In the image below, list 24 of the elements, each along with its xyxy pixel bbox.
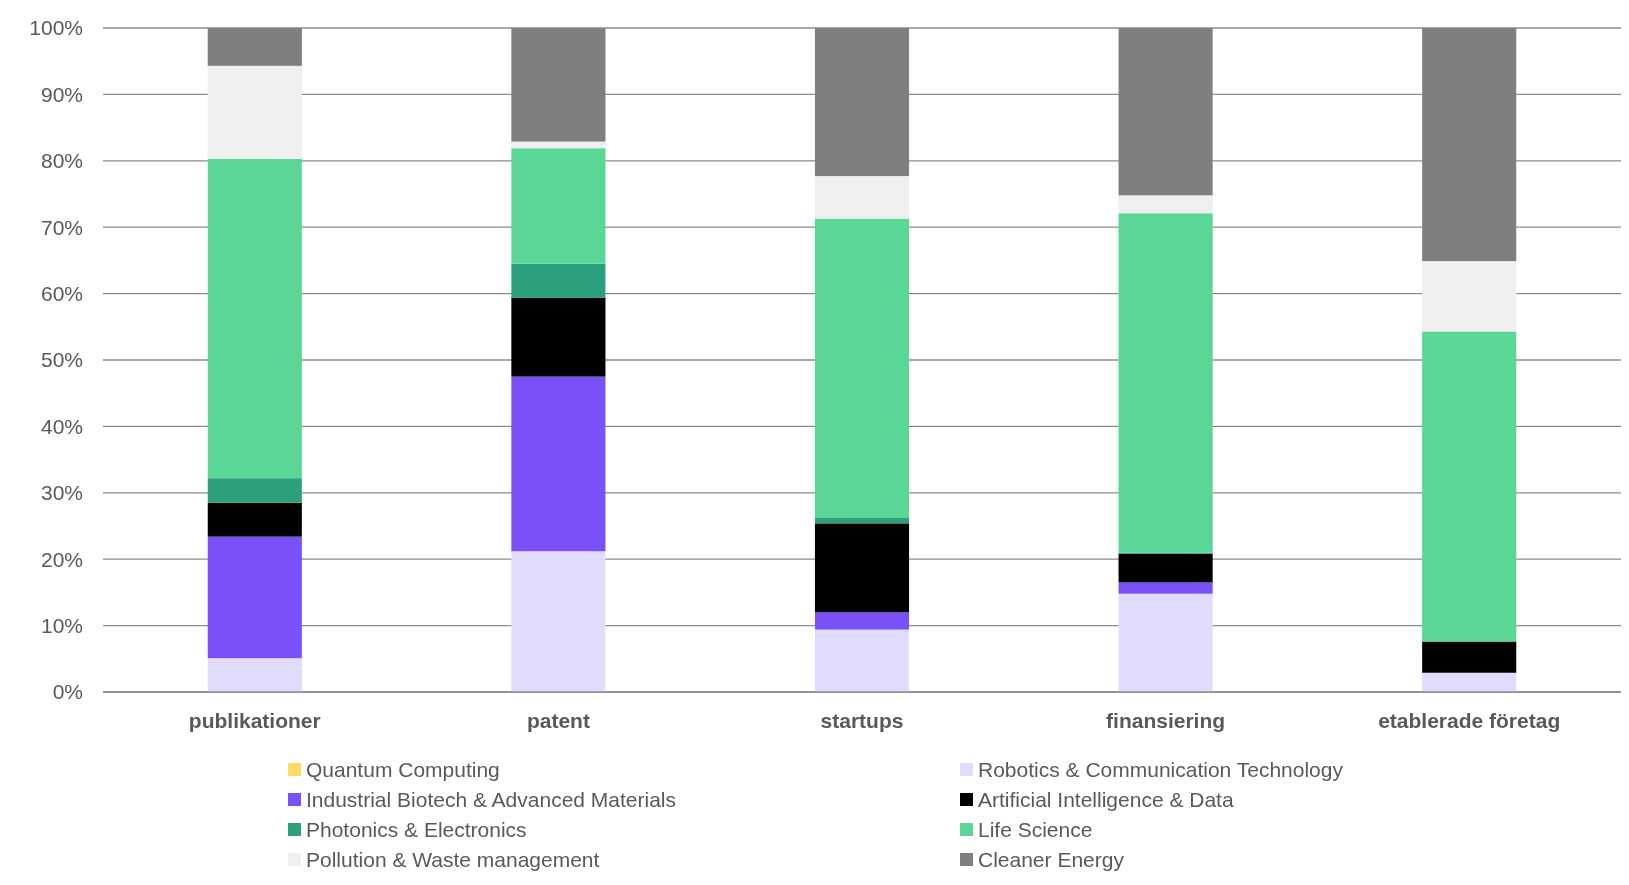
legend-label: Cleaner Energy (978, 848, 1125, 872)
x-tick-label: etablerade företag (1378, 709, 1561, 732)
legend-label: Industrial Biotech & Advanced Materials (306, 788, 677, 812)
x-tick-label: publikationer (188, 709, 321, 732)
y-tick-label: 10% (40, 613, 83, 637)
y-tick-label: 40% (40, 414, 83, 438)
y-tick-label: 90% (40, 82, 83, 106)
x-tick-label: startups (820, 709, 904, 732)
y-tick-label: 20% (40, 547, 83, 571)
y-tick-label: 60% (40, 281, 83, 305)
y-tick-label: 0% (52, 680, 83, 704)
legend-label: Artificial Intelligence & Data (978, 788, 1234, 812)
y-tick-label: 50% (40, 348, 83, 372)
legend-label: Life Science (978, 818, 1093, 842)
y-tick-label: 80% (40, 149, 83, 173)
legend-label: Photonics & Electronics (306, 818, 527, 842)
legend-label: Pollution & Waste management (306, 848, 600, 872)
legend-label: Robotics & Communication Technology (978, 758, 1344, 782)
y-tick-label: 100% (29, 16, 83, 40)
x-tick-label: finansiering (1106, 709, 1226, 732)
legend-label: Quantum Computing (306, 758, 500, 782)
y-tick-label: 70% (40, 215, 83, 239)
x-tick-label: patent (526, 709, 590, 732)
y-tick-label: 30% (40, 481, 83, 505)
